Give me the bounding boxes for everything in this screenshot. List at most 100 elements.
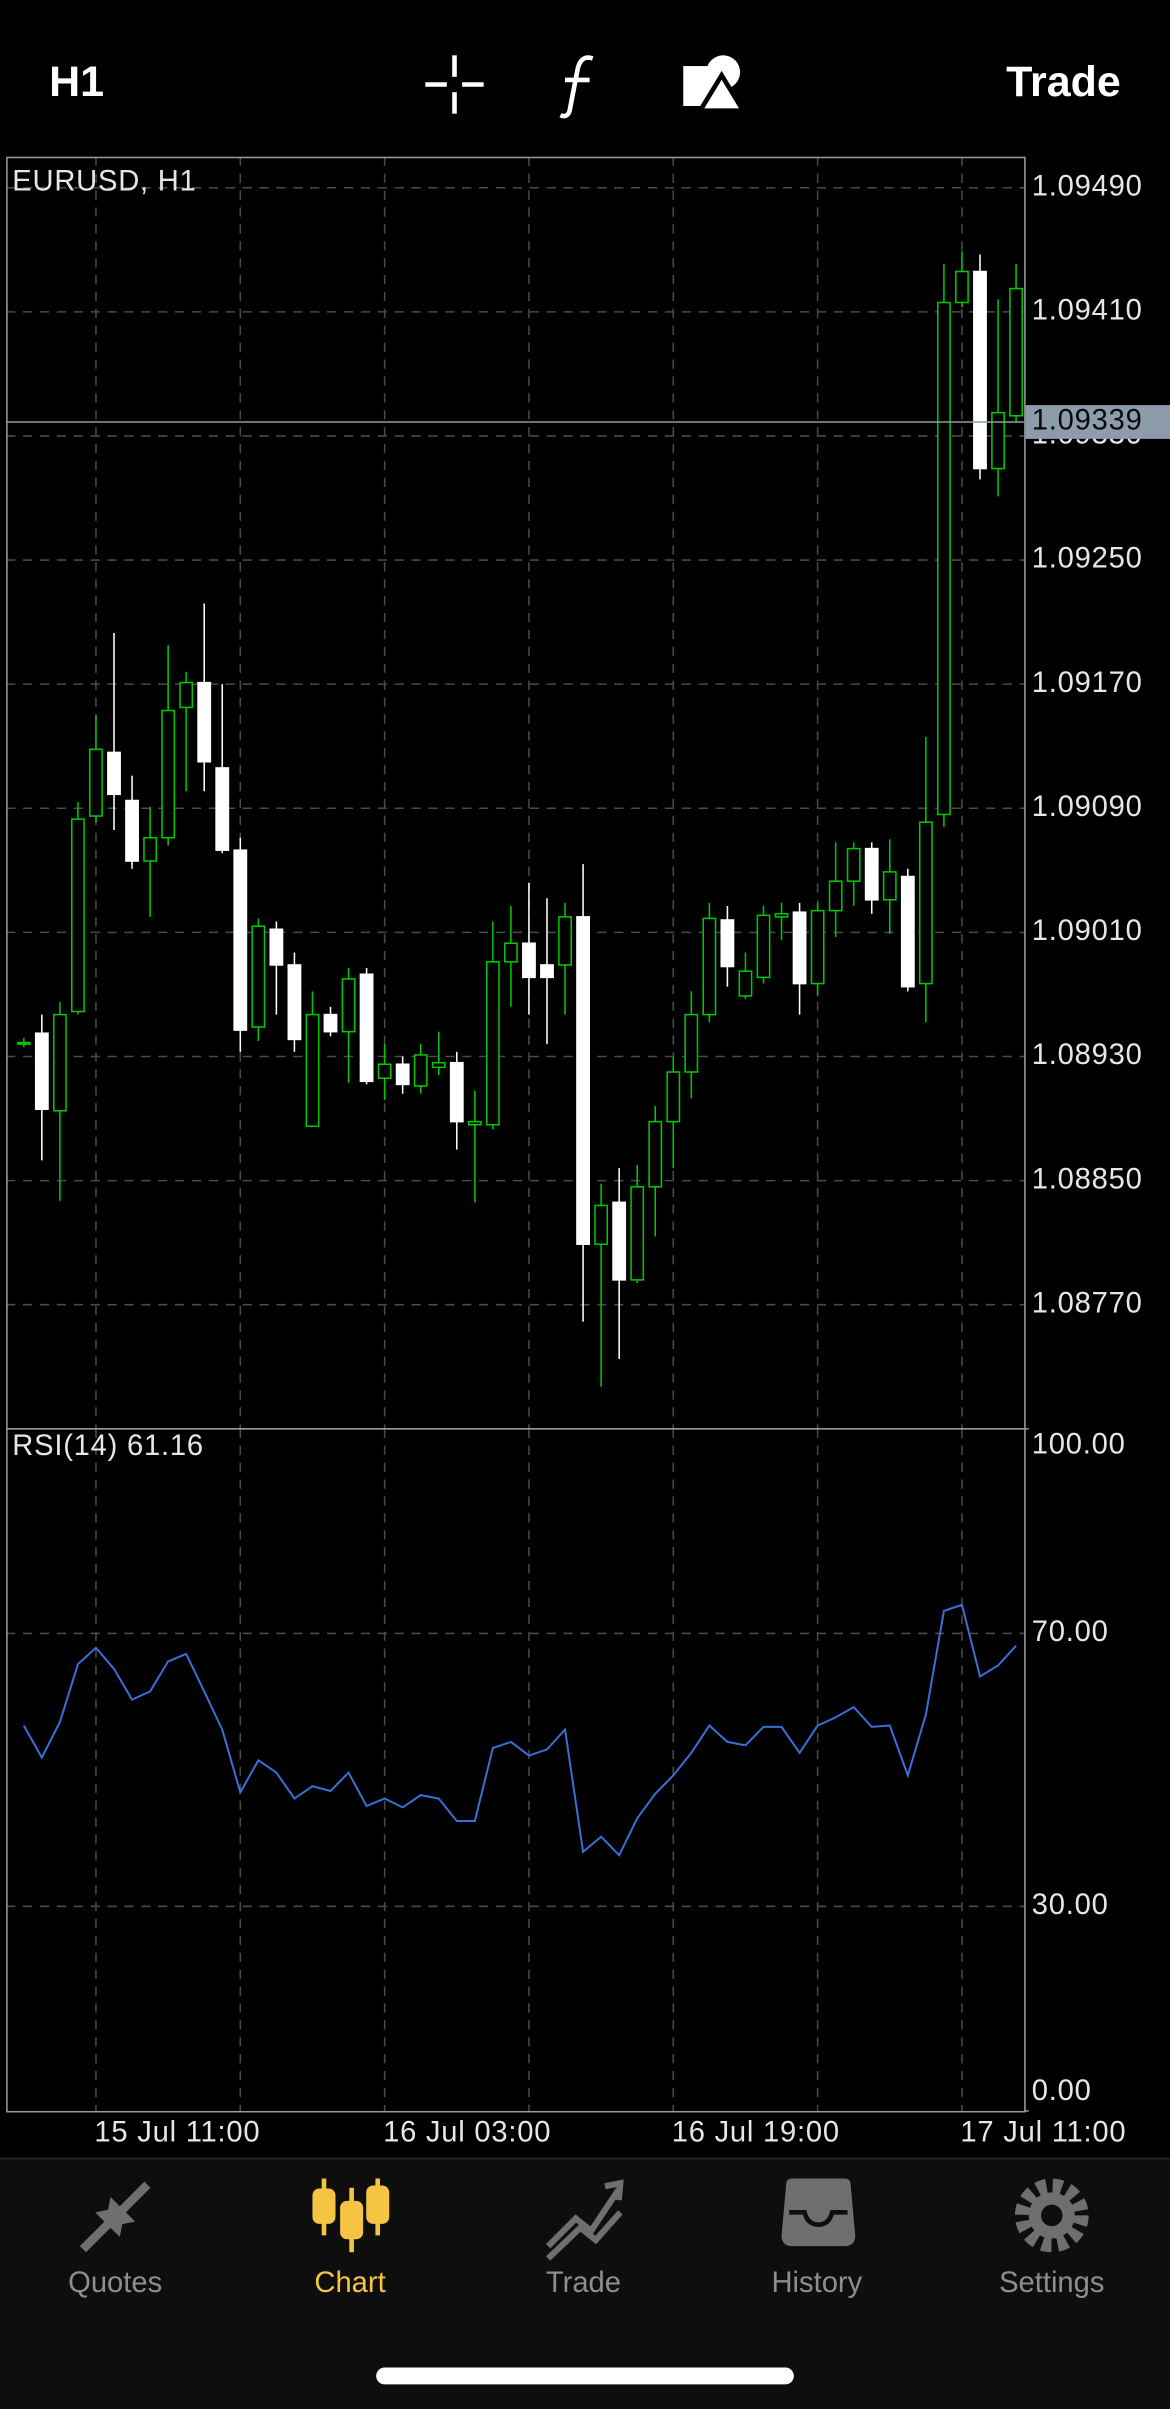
candle-body xyxy=(666,1071,681,1123)
candle-body xyxy=(287,964,302,1041)
y-tick-label: 1.09090 xyxy=(1032,791,1143,823)
candle-body xyxy=(684,1013,699,1073)
candle-body xyxy=(377,1063,392,1079)
rsi-title: RSI(14) 61.16 xyxy=(12,1430,204,1462)
candle-body xyxy=(413,1054,428,1087)
candle-body xyxy=(702,917,717,1016)
candle-body xyxy=(215,767,230,851)
candle-body xyxy=(269,928,284,966)
settings-icon xyxy=(1014,2178,1089,2253)
tab-history[interactable]: History xyxy=(771,2267,862,2299)
chart-icon xyxy=(312,2178,390,2253)
y-tick-label: 1.08850 xyxy=(1032,1163,1143,1195)
chart-frame xyxy=(6,156,1026,2113)
indicators-button[interactable] xyxy=(559,55,594,119)
candle-body xyxy=(431,1061,446,1069)
candle-body xyxy=(991,411,1005,470)
crosshair-button[interactable] xyxy=(425,55,484,114)
candle-body xyxy=(467,1120,482,1126)
candle-body xyxy=(720,919,735,968)
candle-body xyxy=(955,270,969,304)
candle-body xyxy=(900,875,915,988)
timeframe-button[interactable]: H1 xyxy=(49,58,104,106)
candle-body xyxy=(485,961,500,1126)
x-tick-label: 15 Jul 11:00 xyxy=(94,2117,260,2149)
candle-body xyxy=(34,1032,49,1110)
candle-body xyxy=(71,818,85,1013)
candle-body xyxy=(16,1041,31,1045)
y-tick-label: 1.08930 xyxy=(1032,1039,1143,1071)
candle-body xyxy=(359,973,374,1083)
tab-bar: Quotes Chart Trade History Settings xyxy=(0,2157,1170,2409)
candle-body xyxy=(882,871,897,901)
candle-body xyxy=(648,1120,663,1188)
y-tick-label: 1.09170 xyxy=(1032,667,1143,699)
candle-body xyxy=(449,1061,464,1123)
objects-button[interactable] xyxy=(683,55,748,113)
tab-quotes[interactable]: Quotes xyxy=(68,2267,162,2299)
candle-body xyxy=(197,681,212,763)
candle-body xyxy=(774,912,789,918)
candle-body xyxy=(143,836,157,862)
candle-body xyxy=(179,681,194,709)
candle-body xyxy=(738,970,753,997)
tab-settings[interactable]: Settings xyxy=(999,2267,1104,2299)
candle-body xyxy=(89,748,103,817)
candle-body xyxy=(594,1204,609,1245)
candle-body xyxy=(52,1013,67,1112)
tab-bar-bg xyxy=(0,2158,1170,2409)
top-bar: H1 Trade xyxy=(49,55,1121,119)
candle-body xyxy=(1009,287,1023,417)
current-price-box xyxy=(1025,405,1170,439)
x-tick-label: 16 Jul 19:00 xyxy=(672,2117,840,2149)
candle-body xyxy=(973,270,987,470)
trade-button[interactable]: Trade xyxy=(1006,58,1121,106)
y-tick-label: 1.09490 xyxy=(1032,170,1143,202)
candle-body xyxy=(341,978,356,1033)
x-tick-label: 16 Jul 03:00 xyxy=(383,2117,551,2149)
y-tick-label: 0.00 xyxy=(1032,2075,1092,2107)
candle-body xyxy=(828,880,843,912)
candle-body xyxy=(792,911,807,985)
chart-area xyxy=(6,156,1029,2112)
y-tick-label: 1.09250 xyxy=(1032,543,1143,575)
y-tick-label: 1.09410 xyxy=(1032,295,1143,327)
candle-body xyxy=(846,847,861,882)
candle-body xyxy=(107,751,121,796)
y-tick-label: 1.08770 xyxy=(1032,1287,1143,1319)
tab-trade[interactable]: Trade xyxy=(546,2267,621,2299)
candle-body xyxy=(630,1186,645,1281)
candle-body xyxy=(612,1201,627,1281)
candle-body xyxy=(161,709,176,839)
current-price-label: 1.09339 xyxy=(1032,405,1143,437)
candle-body xyxy=(251,925,266,1028)
candle-body xyxy=(305,1013,320,1128)
y-tick-label: 70.00 xyxy=(1032,1616,1109,1648)
y-tick-label: 30.00 xyxy=(1032,1889,1109,1921)
rsi-line xyxy=(22,1603,1017,1857)
candle-body xyxy=(576,916,590,1245)
candle-body xyxy=(323,1013,338,1033)
candle-body xyxy=(756,914,771,979)
tab-chart[interactable]: Chart xyxy=(314,2267,385,2299)
candle-body xyxy=(233,849,248,1031)
x-tick-label: 17 Jul 11:00 xyxy=(960,2117,1126,2149)
history-icon xyxy=(781,2178,856,2247)
candle-body xyxy=(125,799,139,862)
candle-body xyxy=(540,964,554,979)
candle-body xyxy=(810,909,825,985)
candle-body xyxy=(504,942,518,963)
y-tick-label: 1.09010 xyxy=(1032,915,1143,947)
candle-body xyxy=(522,942,536,979)
candle-body xyxy=(936,301,951,816)
candle-body xyxy=(864,847,879,901)
candle-body xyxy=(395,1063,410,1086)
quotes-icon xyxy=(79,2181,151,2253)
candle-body xyxy=(918,821,933,985)
y-tick-label: 100.00 xyxy=(1032,1428,1126,1460)
chart-title: EURUSD, H1 xyxy=(12,166,196,198)
trade-icon xyxy=(545,2179,624,2261)
